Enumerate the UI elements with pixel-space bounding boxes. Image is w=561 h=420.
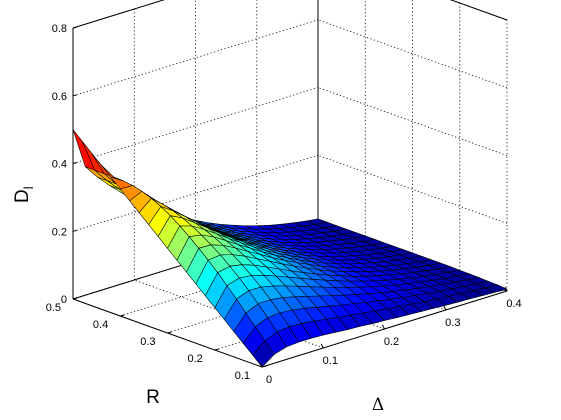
z-axis-label: Dl bbox=[12, 186, 36, 203]
r-tick-label: 0.3 bbox=[140, 336, 155, 348]
z-tick-label: 0.2 bbox=[52, 226, 67, 238]
z-tick bbox=[72, 162, 78, 164]
z-tick-label: 0.8 bbox=[52, 23, 67, 35]
z-tick bbox=[72, 94, 78, 97]
z-tick-label: 0.6 bbox=[52, 91, 67, 103]
delta-axis-label: Δ bbox=[372, 395, 384, 415]
r-tick bbox=[167, 331, 172, 334]
delta-tick bbox=[320, 343, 324, 349]
surface-cell bbox=[252, 340, 275, 368]
delta-tick-label: 0 bbox=[266, 374, 272, 386]
delta-tick-label: 0.3 bbox=[445, 317, 460, 329]
wall-grid-line bbox=[450, 0, 508, 21]
r-axis-label: R bbox=[146, 387, 160, 408]
delta-tick bbox=[382, 324, 385, 330]
back-top-edge-r bbox=[449, 0, 508, 21]
r-tick-label: 0.2 bbox=[188, 353, 203, 365]
z-tick bbox=[72, 26, 78, 29]
r-tick bbox=[214, 348, 219, 351]
wall-grid-line bbox=[317, 154, 508, 224]
delta-tick bbox=[443, 305, 447, 311]
delta-tick-label: 0.2 bbox=[384, 336, 399, 348]
z-tick bbox=[72, 229, 78, 232]
z-tick-label: 0.4 bbox=[52, 159, 67, 171]
delta-tick-label: 0.4 bbox=[506, 298, 521, 310]
r-tick-label: 0.5 bbox=[46, 302, 61, 314]
wall-grid-line bbox=[317, 19, 508, 89]
z-tick-label: 0 bbox=[61, 294, 67, 306]
surface-mesh bbox=[72, 129, 508, 368]
axis-labels: Dl R Δ bbox=[12, 186, 384, 415]
delta-tick-label: 0.1 bbox=[323, 355, 338, 367]
tick-labels: 0 0.2 0.4 0.6 0.8 0 0.1 0.2 0.3 0.4 0.1 0.2 0.3 0.4 0.… bbox=[46, 23, 522, 386]
delta-tick bbox=[504, 286, 508, 292]
r-tick-label: 0.4 bbox=[93, 319, 108, 331]
delta-tick bbox=[259, 362, 263, 368]
axes-frame bbox=[72, 26, 508, 368]
r-tick bbox=[261, 365, 267, 368]
wall-grid-line bbox=[317, 87, 508, 156]
surface-cell bbox=[72, 129, 95, 171]
r-tick bbox=[72, 297, 78, 300]
back-top-edge-delta bbox=[72, 0, 165, 29]
r-tick-label: 0.1 bbox=[235, 370, 250, 382]
r-tick bbox=[120, 314, 125, 317]
